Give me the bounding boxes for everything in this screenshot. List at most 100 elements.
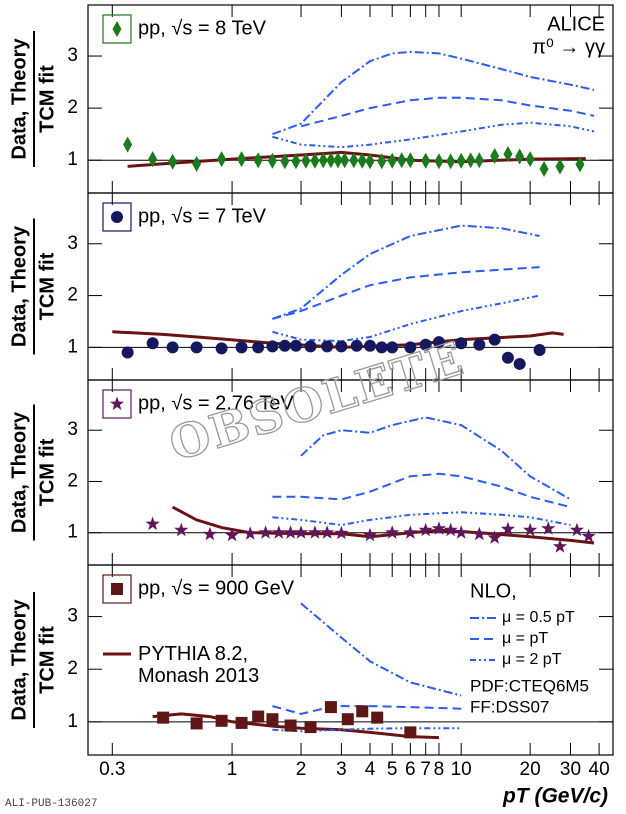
data-point xyxy=(569,522,584,537)
data-point xyxy=(434,153,444,170)
data-point xyxy=(472,526,487,541)
data-point xyxy=(111,583,123,595)
data-point xyxy=(284,719,297,732)
data-point xyxy=(168,153,178,170)
data-point xyxy=(454,525,469,539)
data-point xyxy=(533,343,546,356)
data-point xyxy=(289,339,302,352)
data-point xyxy=(487,530,502,544)
data-point xyxy=(280,153,290,170)
data-point xyxy=(340,152,350,169)
data-point xyxy=(431,521,447,535)
y-label-numerator: Data, Theory xyxy=(8,225,30,347)
data-point xyxy=(377,153,387,170)
curve xyxy=(300,96,595,128)
data-point xyxy=(473,338,486,351)
data-point xyxy=(121,346,134,359)
data-point xyxy=(235,341,248,354)
data-point xyxy=(224,527,240,542)
data-point xyxy=(405,152,415,169)
x-tick-label: 8 xyxy=(434,759,445,780)
data-point xyxy=(304,340,317,353)
data-point xyxy=(252,341,265,354)
x-label: pT (GeV/c) xyxy=(502,785,608,808)
data-point xyxy=(148,151,158,168)
data-point xyxy=(371,711,384,724)
data-point xyxy=(310,152,320,169)
y-label-denominator: TCM fit xyxy=(36,626,58,694)
x-tick-label: 5 xyxy=(387,759,398,780)
curve xyxy=(272,266,540,320)
y-tick-label: 1 xyxy=(67,522,78,543)
y-label-numerator: Data, Theory xyxy=(8,411,30,533)
y-tick-label: 3 xyxy=(67,606,78,627)
data-point xyxy=(446,153,456,170)
data-point xyxy=(215,342,228,355)
data-point xyxy=(109,396,125,411)
data-point xyxy=(539,161,549,178)
x-tick-label: 0.3 xyxy=(99,759,125,780)
curve xyxy=(272,705,462,715)
legend-label: μ = pT xyxy=(502,630,548,647)
note: PDF:CTEQ6M5 xyxy=(470,676,589,695)
data-point xyxy=(278,339,291,352)
data-point xyxy=(575,156,585,173)
data-point xyxy=(291,153,301,170)
y-tick-label: 2 xyxy=(67,285,78,306)
data-point xyxy=(365,153,375,170)
x-tick-label: 1 xyxy=(227,759,238,780)
legend-label: pp, √s = 2.76 TeV xyxy=(138,392,294,414)
data-point xyxy=(215,714,228,727)
y-tick-label: 1 xyxy=(67,711,78,732)
x-tick-label: 2 xyxy=(296,759,307,780)
panel: 1 2 3 Data, Theory TCM fit pp, √s = 2.76 TeV xyxy=(8,379,614,566)
data-point xyxy=(157,711,170,724)
y-label-numerator: Data, Theory xyxy=(8,38,30,160)
x-tick-label: 20 xyxy=(520,759,541,780)
x-tick-label: 40 xyxy=(589,759,610,780)
data-point xyxy=(320,525,335,539)
data-point xyxy=(443,522,458,537)
data-point xyxy=(301,152,311,169)
data-point xyxy=(192,155,202,172)
curve xyxy=(272,472,571,509)
y-label-denominator: TCM fit xyxy=(36,65,58,133)
data-point xyxy=(404,726,417,739)
data-point xyxy=(266,713,279,726)
legend-label: μ = 0.5 pT xyxy=(502,609,575,626)
y-tick-label: 3 xyxy=(67,419,78,440)
x-tick-label: 10 xyxy=(451,759,472,780)
data-point xyxy=(490,148,500,165)
x-tick-label: 3 xyxy=(336,759,347,780)
annotation: π⁰ → γγ xyxy=(532,36,605,58)
data-point xyxy=(243,526,258,540)
y-tick-label: 2 xyxy=(67,658,78,679)
data-point xyxy=(404,341,417,354)
data-point xyxy=(474,152,484,169)
data-point xyxy=(267,152,277,169)
data-point xyxy=(488,333,501,346)
data-point xyxy=(513,357,526,370)
annotation: ALICE xyxy=(547,13,605,35)
curve xyxy=(300,602,462,697)
data-point xyxy=(364,339,377,352)
data-point xyxy=(387,152,397,169)
data-point xyxy=(362,527,378,542)
data-point xyxy=(525,151,535,168)
data-point xyxy=(283,525,298,539)
curve xyxy=(272,511,571,527)
data-point xyxy=(418,522,433,537)
data-point xyxy=(432,336,445,349)
panel-frame xyxy=(87,564,614,756)
legend-box xyxy=(102,202,132,232)
curve xyxy=(272,224,540,320)
data-point xyxy=(386,341,399,354)
data-point xyxy=(321,340,334,353)
data-point xyxy=(217,151,227,168)
data-point xyxy=(333,152,343,169)
data-point xyxy=(455,337,468,350)
data-point xyxy=(523,522,538,537)
y-tick-label: 2 xyxy=(67,470,78,491)
